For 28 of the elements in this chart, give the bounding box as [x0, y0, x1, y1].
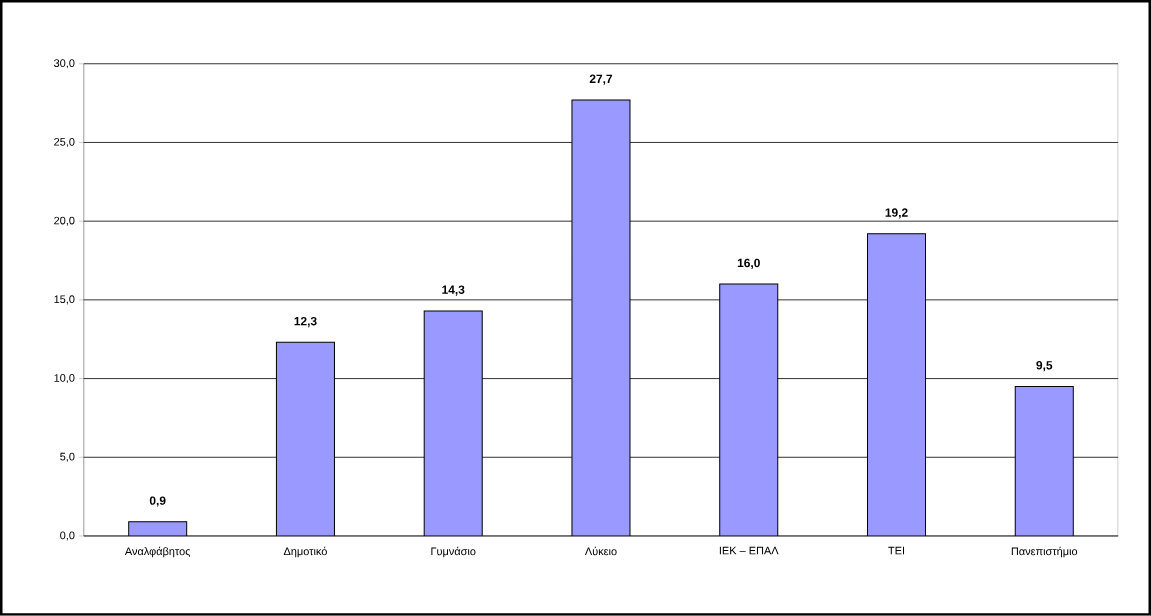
- data-label: 12,3: [294, 317, 317, 328]
- data-label: 14,3: [442, 285, 465, 296]
- x-tick-label: ΙΕΚ – ΕΠΑΛ: [719, 546, 779, 555]
- bar: [1014, 386, 1074, 537]
- data-label: 27,7: [589, 74, 613, 85]
- bar: [571, 99, 631, 537]
- y-tick-label: 30,0: [54, 59, 75, 69]
- y-tick-label: 5,0: [60, 452, 75, 462]
- y-tick-label: 15,0: [54, 295, 75, 305]
- bar: [128, 521, 188, 537]
- x-tick-label: Δημοτικό: [283, 546, 327, 558]
- bar: [423, 310, 483, 537]
- y-tick-label: 10,0: [54, 374, 75, 384]
- x-tick-label: Αναλφάβητος: [124, 546, 191, 558]
- x-tick-label: Γυμνάσιο: [431, 546, 476, 558]
- x-tick-label: ΤΕΙ: [888, 546, 905, 555]
- bar: [719, 283, 779, 537]
- bar: [275, 341, 335, 537]
- x-tick-label: Πανεπιστήμιο: [1011, 546, 1078, 558]
- y-tick-label: 20,0: [54, 216, 75, 226]
- data-label: 19,2: [885, 208, 908, 219]
- data-label: 9,5: [1036, 361, 1053, 372]
- data-label: 0,9: [149, 496, 166, 507]
- bar: [866, 233, 927, 537]
- y-tick-label: 25,0: [54, 138, 75, 148]
- x-tick-label: Λύκειο: [584, 546, 617, 556]
- data-label: 16,0: [737, 258, 760, 270]
- y-tick-label: 0,0: [60, 531, 75, 541]
